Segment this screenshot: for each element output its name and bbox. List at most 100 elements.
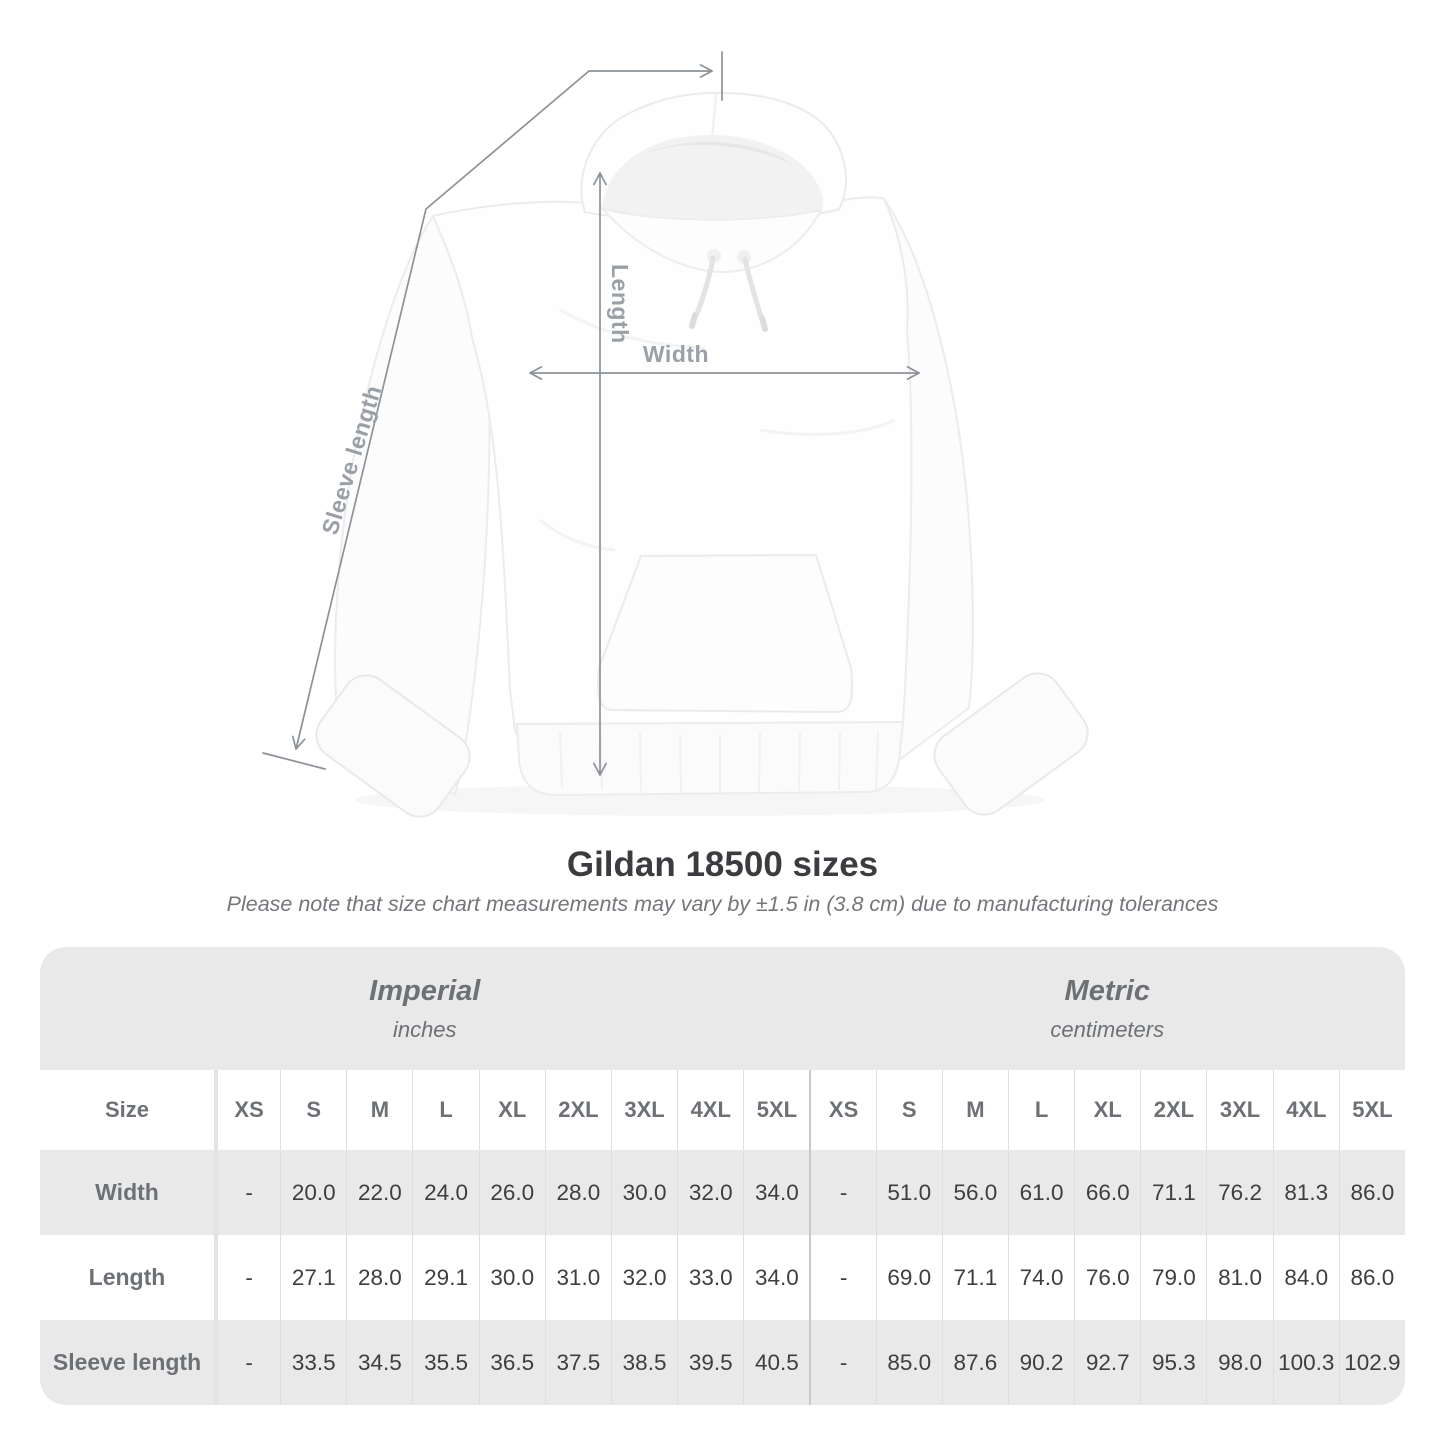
table-cell: 27.1 (280, 1235, 346, 1320)
table-cell: 74.0 (1007, 1235, 1074, 1320)
drawstrings (689, 249, 768, 332)
imperial-unit-header: Imperial inches (40, 947, 810, 1070)
measurement-arrows (262, 51, 920, 776)
table-cell: 30.0 (478, 1235, 545, 1320)
table-cell: 90.2 (1007, 1320, 1074, 1405)
table-cell: 61.0 (1007, 1150, 1074, 1235)
size-column-header: Size (104, 1097, 150, 1122)
kangaroo-pocket (597, 553, 854, 714)
table-cell: 66.0 (1074, 1150, 1140, 1235)
table-cell: 20.0 (280, 1150, 346, 1235)
table-cell: 34.0 (743, 1235, 809, 1320)
size-col-header-imperial-xl: XL (478, 1070, 545, 1150)
table-cell: 39.5 (677, 1320, 743, 1405)
table-cell: 26.0 (478, 1150, 545, 1235)
table-cell: 71.1 (1140, 1150, 1206, 1235)
size-col-header-imperial-4xl: 4XL (677, 1070, 743, 1150)
table-cell: 22.0 (346, 1150, 412, 1235)
imperial-sublabel: inches (392, 1016, 457, 1042)
table-cell: 85.0 (875, 1320, 942, 1405)
row-label-length: Length (88, 1264, 166, 1290)
table-cell: 76.0 (1074, 1235, 1140, 1320)
size-col-header-imperial-l: L (412, 1070, 478, 1150)
size-col-header-imperial-xs: XS (214, 1070, 280, 1150)
hood-opening-shadow (640, 141, 792, 164)
table-cell: 33.5 (280, 1320, 346, 1405)
tolerance-note: Please note that size chart measurements… (226, 892, 1219, 916)
table-cell: 32.0 (677, 1150, 743, 1235)
size-col-header-metric-s: S (875, 1070, 942, 1150)
table-cell: 79.0 (1140, 1235, 1206, 1320)
table-cell: 95.3 (1140, 1320, 1206, 1405)
table-cell: 28.0 (544, 1150, 611, 1235)
size-col-header-metric-5xl: 5XL (1338, 1070, 1405, 1150)
size-col-header-metric-2xl: 2XL (1140, 1070, 1206, 1150)
table-cell: 28.0 (346, 1235, 412, 1320)
table-cell: 29.1 (412, 1235, 478, 1320)
table-cell: 87.6 (941, 1320, 1008, 1405)
cuff-tick (262, 752, 326, 770)
table-cell: 100.3 (1272, 1320, 1339, 1405)
size-header-row: Size XS S M L XL 2XL 3XL 4XL 5XL XS S M L XL 2XL 3XL 4XL… (40, 1070, 1405, 1150)
table-cell: - (214, 1150, 280, 1235)
table-cell: 34.0 (743, 1150, 809, 1235)
size-col-header-metric-xs: XS (809, 1070, 875, 1150)
size-col-header-imperial-m: M (346, 1070, 412, 1150)
table-cell: 76.2 (1206, 1150, 1272, 1235)
table-cell: - (809, 1235, 875, 1320)
row-label-width: Width (95, 1179, 159, 1205)
table-cell: 86.0 (1338, 1235, 1405, 1320)
table-row-sleeve-length: Sleeve length -33.5 34.5 35.5 36.5 37.5 38.5 39… (40, 1320, 1405, 1405)
table-row-width: Width -20.0 22.0 24.0 26.0 28.0 30.0 32.0 34.0-5… (40, 1150, 1405, 1235)
hem-band (515, 720, 905, 797)
left-cuff (315, 674, 471, 818)
table-cell: 71.1 (941, 1235, 1008, 1320)
row-label-sleeve-length: Sleeve length (52, 1349, 202, 1375)
table-cell: 86.0 (1338, 1150, 1405, 1235)
size-col-header-imperial-3xl: 3XL (610, 1070, 677, 1150)
length-measure-label: Length (607, 264, 633, 344)
metric-sublabel: centimeters (1050, 1016, 1165, 1042)
table-cell: 32.0 (610, 1235, 677, 1320)
table-cell: 98.0 (1206, 1320, 1272, 1405)
size-col-header-metric-4xl: 4XL (1272, 1070, 1339, 1150)
table-cell: 69.0 (875, 1235, 942, 1320)
table-cell: - (809, 1150, 875, 1235)
sleeve-length-arrow (295, 70, 713, 750)
table-cell: 38.5 (610, 1320, 677, 1405)
table-cell: 56.0 (941, 1150, 1008, 1235)
table-cell: 31.0 (544, 1235, 611, 1320)
hoodie-illustration (315, 91, 1089, 818)
hood-front-flap (598, 205, 823, 274)
table-cell: - (214, 1235, 280, 1320)
table-cell: 36.5 (478, 1320, 545, 1405)
table-cell: 102.9 (1338, 1320, 1405, 1405)
table-cell: 37.5 (544, 1320, 611, 1405)
size-col-header-metric-m: M (941, 1070, 1008, 1150)
hoodie-measurement-diagram (262, 51, 1089, 818)
hood-seam (711, 93, 717, 141)
size-col-header-metric-l: L (1007, 1070, 1074, 1150)
page-title: Gildan 18500 sizes (566, 845, 879, 884)
table-cell: - (214, 1320, 280, 1405)
table-cell: 33.0 (677, 1235, 743, 1320)
size-col-header-imperial-2xl: 2XL (544, 1070, 611, 1150)
table-cell: 24.0 (412, 1150, 478, 1235)
table-cell: 34.5 (346, 1320, 412, 1405)
table-cell: 35.5 (412, 1320, 478, 1405)
table-cell: 84.0 (1272, 1235, 1339, 1320)
hem-ribbing (559, 730, 879, 793)
size-col-header-imperial-5xl: 5XL (743, 1070, 809, 1150)
unit-header-row: Imperial inches Metric centimeters (40, 947, 1405, 1070)
size-col-header-metric-3xl: 3XL (1206, 1070, 1272, 1150)
table-cell: - (809, 1320, 875, 1405)
table-row-length: Length -27.1 28.0 29.1 30.0 31.0 32.0 33.0 34.0-… (40, 1235, 1405, 1320)
hood-opening (602, 135, 823, 219)
table-cell: 51.0 (875, 1150, 942, 1235)
metric-unit-header: Metric centimeters (810, 947, 1406, 1070)
table-cell: 40.5 (743, 1320, 809, 1405)
table-cell: 30.0 (610, 1150, 677, 1235)
right-cuff (933, 672, 1089, 816)
metric-label: Metric (1064, 974, 1150, 1007)
